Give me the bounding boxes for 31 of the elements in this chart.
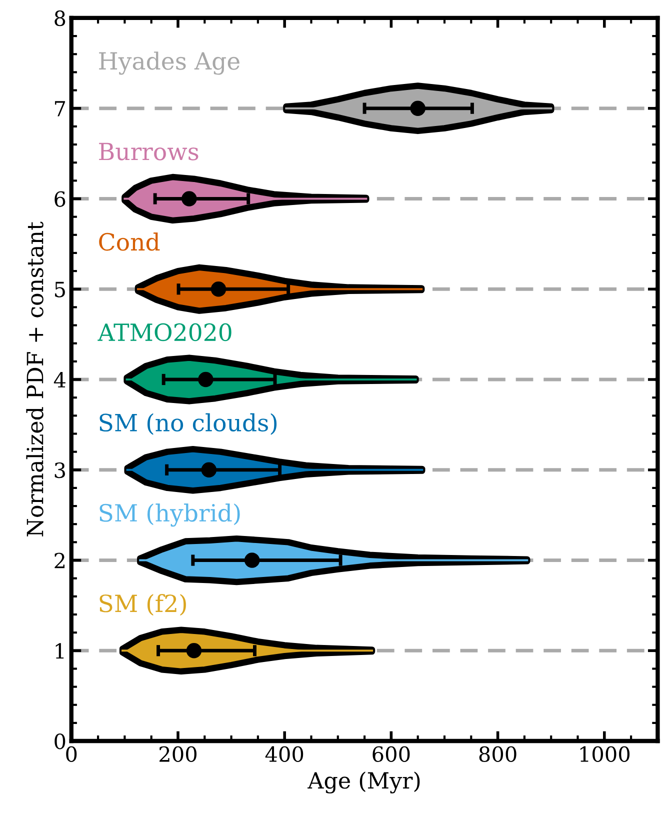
y-tick-label: 8 <box>54 10 66 26</box>
series-label: SM (f2) <box>100 594 186 616</box>
series-label: Burrows <box>99 142 198 160</box>
x-tick-label: 600 <box>372 746 410 762</box>
text: Hyades Age <box>99 52 240 75</box>
y-tick-label: 7 <box>55 101 66 116</box>
y-axis-title: Normalized PDF + constant <box>26 222 44 536</box>
point <box>410 100 426 116</box>
x-tick-label: 800 <box>479 746 516 762</box>
point <box>210 281 226 297</box>
point <box>182 191 197 206</box>
series-label: ATMO2020 <box>98 323 232 342</box>
x-tick-label: 1000 <box>580 746 630 762</box>
x-tick-label: 200 <box>160 746 196 762</box>
y-tick-label: 4 <box>54 372 66 388</box>
y-tick-label: 0 <box>54 733 66 750</box>
x-axis-title: Age (Myr) <box>308 772 420 794</box>
point <box>186 643 202 658</box>
y-tick-label: 2 <box>54 552 64 568</box>
x-tick-label: 0 <box>66 746 77 762</box>
y-tick-label: 1 <box>56 643 64 659</box>
series-label: Cond <box>99 232 160 251</box>
y-tick-label: 5 <box>55 282 65 298</box>
point <box>244 552 260 568</box>
y-tick-label: 6 <box>54 191 66 207</box>
point <box>198 372 214 388</box>
series-label: SM (hybrid) <box>100 503 240 527</box>
point <box>201 462 217 478</box>
x-tick-label: 400 <box>265 746 304 762</box>
y-tick-label: 3 <box>54 462 65 478</box>
series-label: SM (no clouds) <box>100 413 277 435</box>
